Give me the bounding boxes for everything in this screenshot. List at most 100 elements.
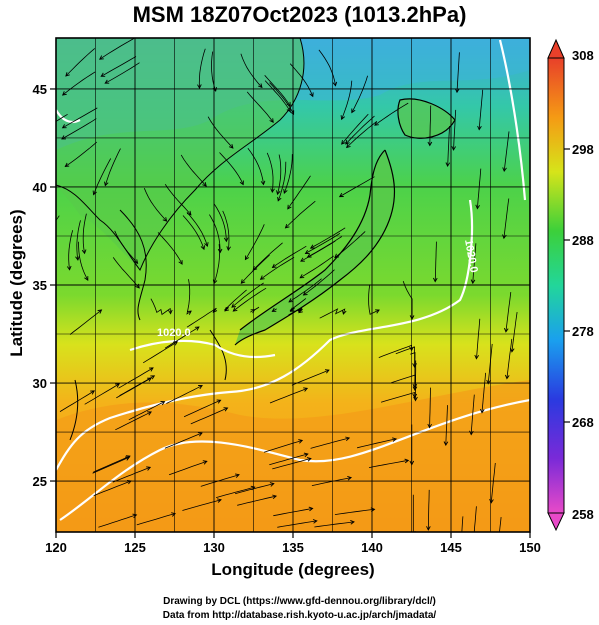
streamline-arrowhead <box>432 277 438 283</box>
streamline-arrowhead <box>412 393 418 399</box>
streamline <box>186 211 208 247</box>
streamline-arrowhead <box>260 180 266 186</box>
streamline <box>68 230 74 270</box>
streamline <box>190 407 228 425</box>
credit-data: Data from http://database.rish.kyoto-u.a… <box>162 610 437 621</box>
streamline <box>56 113 68 122</box>
streamline-arrowhead <box>413 396 418 402</box>
streamline <box>264 75 291 107</box>
streamline-arrowhead <box>475 204 480 210</box>
streamline-arrowhead <box>90 390 95 395</box>
streamline <box>92 456 130 474</box>
streamline <box>233 287 267 312</box>
streamline-arrowhead <box>269 482 275 487</box>
streamline-arrowhead <box>204 242 209 247</box>
streamline <box>112 466 151 483</box>
streamline <box>136 513 176 526</box>
streamline <box>272 458 312 470</box>
streamline-arrowhead <box>346 143 351 149</box>
streamline-arrowhead <box>148 367 154 372</box>
streamline-arrowhead <box>226 246 231 251</box>
streamline-arrowhead <box>298 439 304 444</box>
lat-lon-grid <box>56 38 530 532</box>
colorbar-tick-label: 258 <box>572 507 594 522</box>
streamline <box>477 168 482 209</box>
streamline <box>299 255 334 279</box>
streamline <box>314 521 355 528</box>
streamline <box>69 309 102 335</box>
streamline <box>402 280 413 319</box>
x-tick-label: 120 <box>45 540 67 555</box>
streamline-arrowhead <box>160 401 166 406</box>
streamline <box>237 495 277 506</box>
streamline-arrowhead <box>200 245 206 251</box>
streamline <box>105 62 140 84</box>
streamline <box>150 298 171 316</box>
streamline-arrowhead <box>168 309 173 315</box>
colorbar-tick-label: 298 <box>572 142 594 157</box>
streamline-arrowhead <box>503 327 509 333</box>
streamline-arrowhead <box>426 526 431 531</box>
colorbar-bar <box>547 57 565 514</box>
y-tick-label: 25 <box>33 474 47 489</box>
x-axis-label: Longitude (degrees) <box>211 560 375 579</box>
streamline-arrowhead <box>197 432 203 437</box>
streamline <box>186 307 217 328</box>
streamline-arrowhead <box>64 162 70 168</box>
streamline <box>99 38 135 60</box>
streamline-arrowhead <box>202 181 207 187</box>
streamline <box>289 63 314 97</box>
streamline <box>285 200 316 229</box>
streamline-arrowhead <box>302 291 308 296</box>
streamline <box>182 215 205 250</box>
streamline-arrowhead <box>427 141 433 147</box>
streamline <box>219 152 244 185</box>
streamline <box>311 477 352 486</box>
streamline-arrowhead <box>345 436 351 442</box>
streamline <box>334 508 375 515</box>
streamline-arrowhead <box>100 72 106 77</box>
streamline <box>222 210 230 251</box>
streamline-arrowhead <box>231 303 236 308</box>
streamline <box>374 102 409 126</box>
streamline <box>476 318 481 359</box>
streamline <box>478 89 484 130</box>
streamline-arrowhead <box>81 249 87 255</box>
streamline <box>269 387 308 404</box>
streamline-arrowhead <box>303 452 309 458</box>
streamline <box>490 462 496 503</box>
streamline <box>453 109 457 150</box>
streamline-arrowhead <box>338 192 344 198</box>
colorbar-tick-label: 288 <box>572 233 594 248</box>
streamline <box>78 241 89 281</box>
contour-label-2: 1020.0 <box>462 238 480 273</box>
y-tick-label: 30 <box>33 376 47 391</box>
streamline-arrowhead <box>300 257 305 262</box>
streamline <box>499 517 502 532</box>
streamline-arrowhead <box>240 279 246 284</box>
streamline-arrowhead <box>216 498 222 503</box>
streamline-arrowhead <box>341 310 347 315</box>
streamline <box>341 113 369 145</box>
y-axis-ticks: 25 30 35 40 45 <box>33 82 56 489</box>
streamline <box>456 52 460 93</box>
streamline <box>246 91 274 123</box>
streamline <box>368 460 409 468</box>
streamline <box>505 292 512 332</box>
streamline <box>310 227 346 249</box>
streamline-arrowhead <box>97 309 103 314</box>
y-tick-label: 35 <box>33 278 47 293</box>
streamline <box>180 154 207 187</box>
streamline <box>277 161 287 201</box>
streamline-arrowhead <box>276 190 281 196</box>
streamline <box>186 279 192 315</box>
streamline <box>434 241 437 282</box>
streamline-arrowhead <box>61 135 66 140</box>
streamline <box>277 154 282 195</box>
streamline <box>351 75 368 113</box>
streamline <box>157 232 183 265</box>
streamline-arrowhead <box>341 140 346 145</box>
streamline <box>142 341 178 364</box>
streamline <box>115 411 152 431</box>
